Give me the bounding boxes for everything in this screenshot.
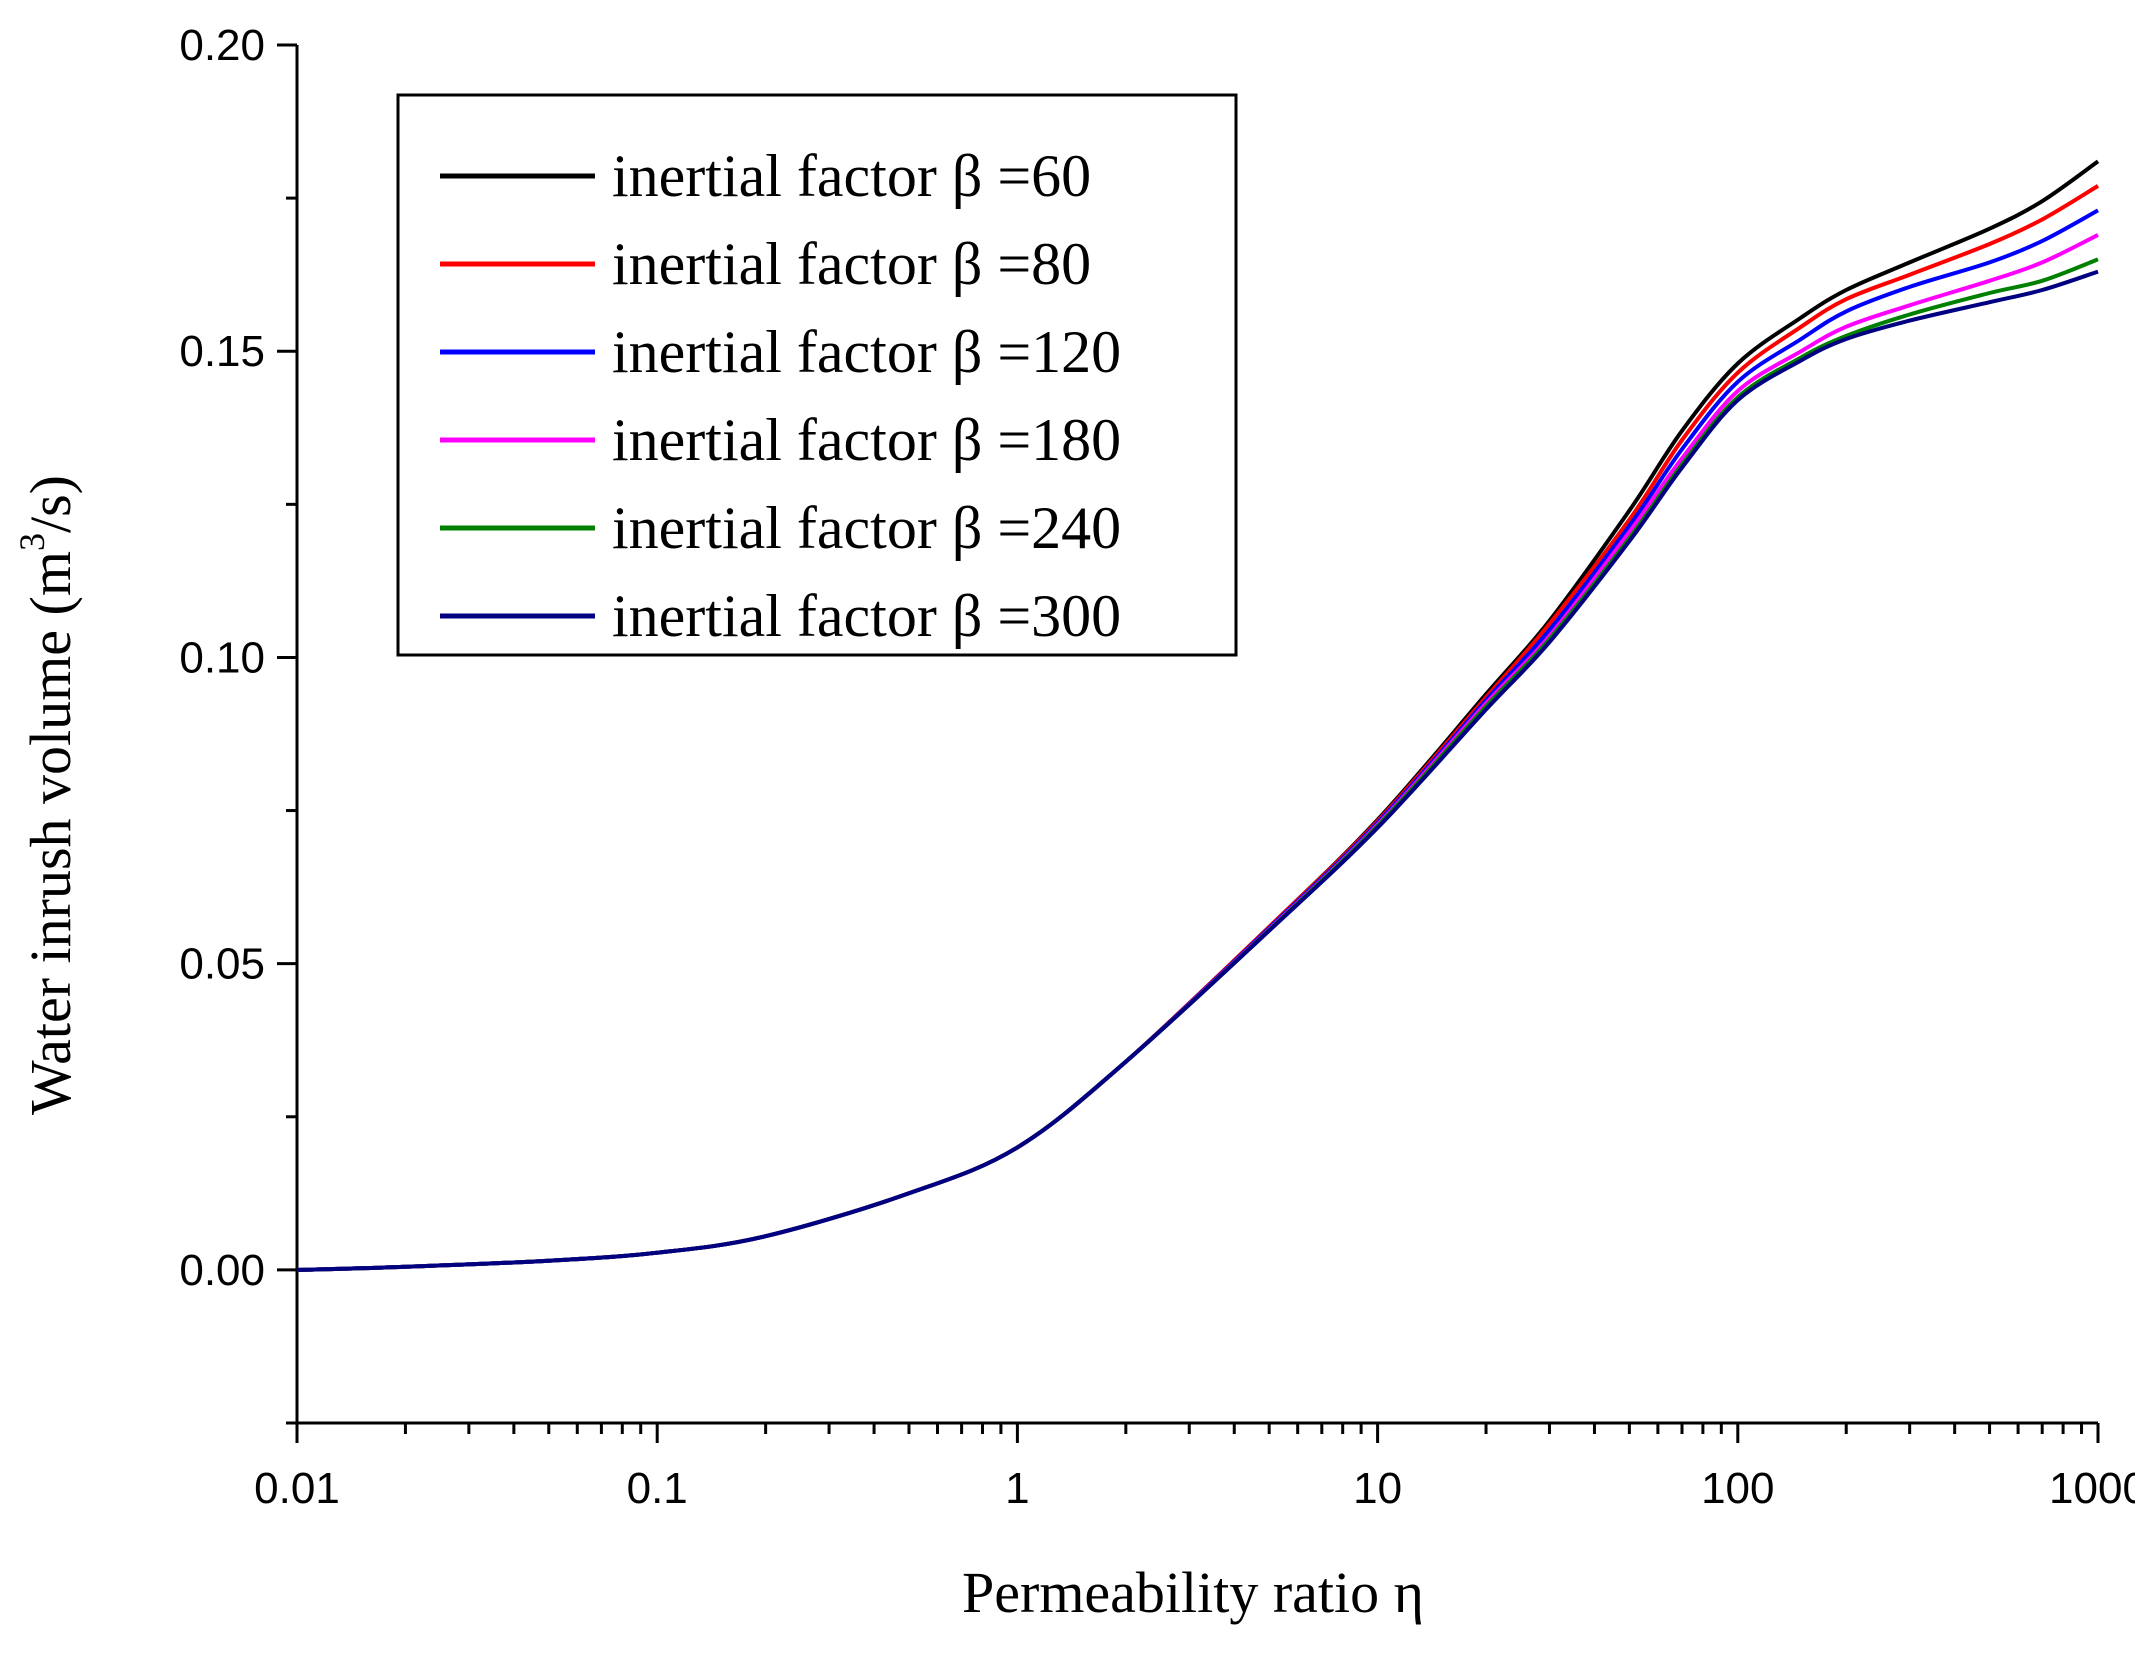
legend-label-1: inertial factor β =60 — [612, 143, 1091, 209]
plot-frame — [295, 45, 2098, 1425]
legend-label-2: inertial factor β =80 — [612, 231, 1091, 297]
x-tick-label: 100 — [1701, 1464, 1774, 1513]
x-axis: 0.01 0.1 1 10 100 1000 — [254, 1423, 2135, 1513]
y-tick-label: 0.05 — [179, 940, 265, 989]
y-axis-title-superscript: 3 — [12, 533, 52, 551]
x-tick-label: 1 — [1005, 1464, 1029, 1513]
series-lines — [296, 159, 2100, 1272]
y-tick-label: 0.15 — [179, 327, 265, 376]
legend-label-6: inertial factor β =300 — [612, 583, 1121, 649]
y-tick-label: 0.10 — [179, 633, 265, 682]
legend-label-5: inertial factor β =240 — [612, 495, 1121, 561]
legend-box — [396, 93, 1238, 657]
y-axis-title: Water inrush volume (m3/s) — [12, 475, 83, 1115]
legend-label-3: inertial factor β =120 — [612, 319, 1121, 385]
x-axis-title: Permeability ratio η — [962, 1560, 1424, 1625]
y-axis-title-prefix: Water inrush volume (m — [18, 551, 83, 1115]
y-tick-label: 0.00 — [179, 1246, 265, 1295]
legend-label-4: inertial factor β =180 — [612, 407, 1121, 473]
x-tick-label: 0.1 — [627, 1464, 688, 1513]
y-tick-label: 0.20 — [179, 21, 265, 70]
x-tick-label: 1000 — [2049, 1464, 2135, 1513]
y-axis-title-suffix: /s) — [18, 475, 83, 533]
legend: inertial factor β =60 inertial factor β =… — [396, 93, 1238, 657]
series-line-6 — [296, 269, 2099, 1272]
x-tick-label: 0.01 — [254, 1464, 340, 1513]
x-tick-label: 10 — [1353, 1464, 1402, 1513]
y-axis: 0.00 0.05 0.10 0.15 0.20 — [179, 21, 297, 1425]
